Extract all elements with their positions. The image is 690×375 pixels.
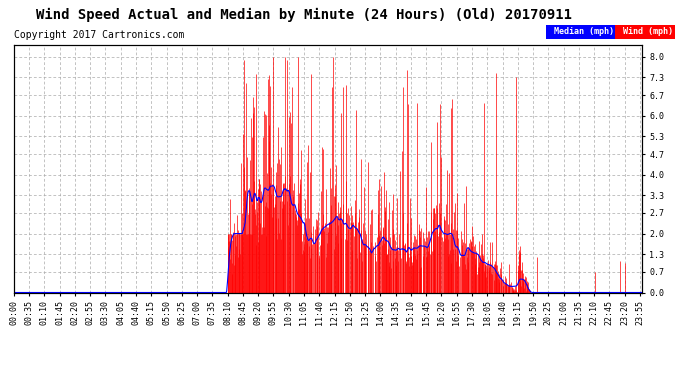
Text: Copyright 2017 Cartronics.com: Copyright 2017 Cartronics.com xyxy=(14,30,184,40)
Text: Wind Speed Actual and Median by Minute (24 Hours) (Old) 20170911: Wind Speed Actual and Median by Minute (… xyxy=(36,8,571,22)
Text: Median (mph): Median (mph) xyxy=(549,27,613,36)
Text: Wind (mph): Wind (mph) xyxy=(618,27,673,36)
